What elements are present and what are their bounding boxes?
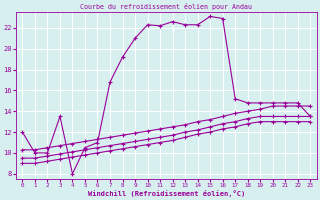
X-axis label: Windchill (Refroidissement éolien,°C): Windchill (Refroidissement éolien,°C) <box>88 190 245 197</box>
Title: Courbe du refroidissement éolien pour Andau: Courbe du refroidissement éolien pour An… <box>80 3 252 10</box>
